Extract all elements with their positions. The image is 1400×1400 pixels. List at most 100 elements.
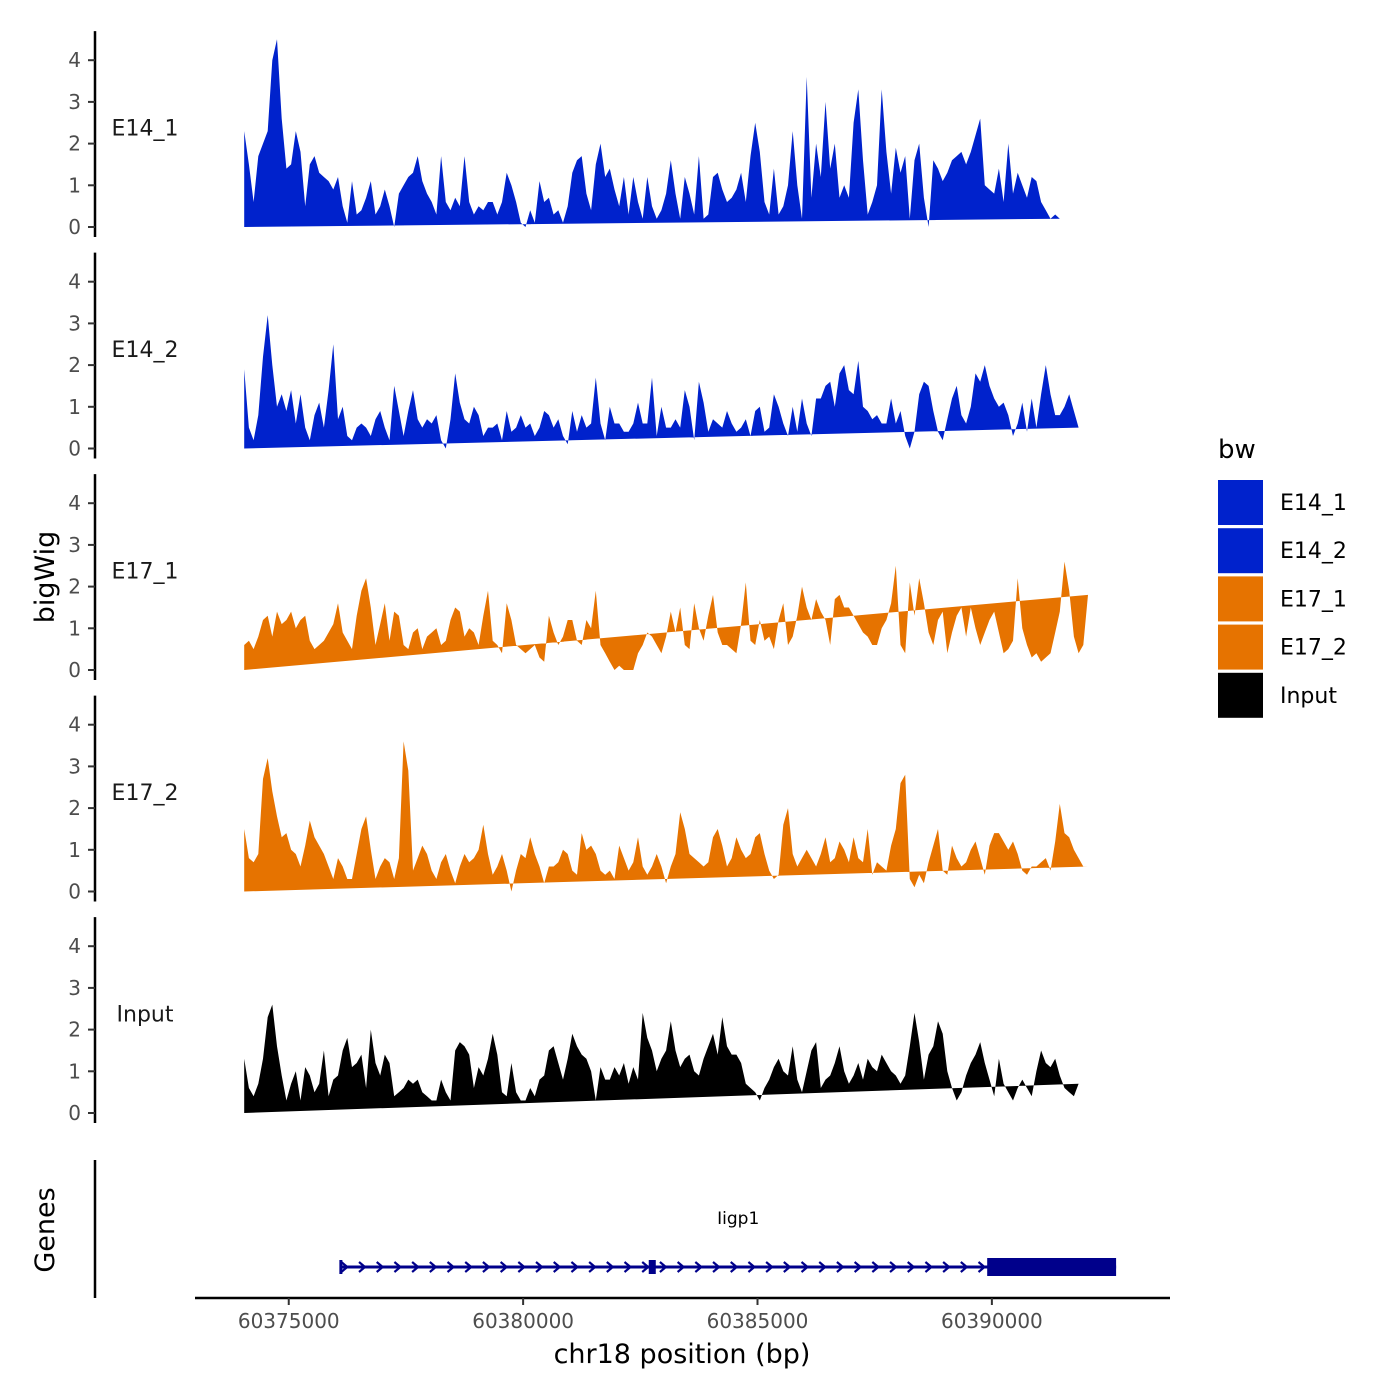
legend-swatch (1218, 528, 1263, 574)
strand-arrow (535, 1261, 544, 1273)
x-tick-label: 60385000 (707, 1309, 809, 1333)
legend-label: Input (1280, 684, 1337, 709)
strand-arrow (464, 1261, 473, 1273)
y-tick-label: 0 (68, 880, 81, 904)
strand-arrow (977, 1261, 987, 1273)
strand-arrow (924, 1261, 934, 1273)
track-label: Input (117, 1002, 174, 1027)
strand-arrow (836, 1261, 845, 1273)
strand-arrow (429, 1261, 438, 1273)
strand-arrow (871, 1261, 881, 1273)
legend-swatch (1218, 624, 1263, 670)
strand-arrow (588, 1261, 597, 1273)
strand-arrow (446, 1261, 456, 1273)
y-tick-label: 4 (68, 713, 81, 737)
strand-arrow (942, 1261, 951, 1273)
track-label: E14_1 (112, 116, 179, 141)
y-tick-label: 1 (68, 173, 81, 197)
track-E14_1: 0 1 2 3 4 E14_1 (68, 31, 1060, 239)
y-tick-label: 0 (68, 437, 81, 461)
track-area-E14_2 (244, 315, 1079, 449)
legend-item-E14_2: E14_2 (1218, 528, 1347, 574)
x-tick-label: 60390000 (941, 1309, 1043, 1333)
y-tick-label: 2 (68, 132, 81, 156)
genes-axis-title: Genes (30, 1187, 61, 1272)
y-tick-label: 3 (68, 90, 81, 114)
strand-arrow (659, 1261, 668, 1273)
bigwig-tracks: 0 1 2 3 4 E14_1 0 1 2 3 4 E14_2 0 1 2 3 4 E17_1 0 1 2 3 4 E17_2… (68, 31, 1088, 1125)
legend-label: E14_1 (1280, 491, 1347, 516)
track-label: E14_2 (112, 338, 179, 363)
genes-panel: Iigp1 (93, 1160, 1117, 1298)
x-tick-label: 60380000 (472, 1309, 574, 1333)
strand-arrow (482, 1261, 491, 1273)
y-tick-label: 0 (68, 658, 81, 682)
y-tick-label: 2 (68, 353, 81, 377)
y-tick-label: 3 (68, 533, 81, 557)
legend-title: bw (1218, 435, 1256, 465)
track-area-E17_2 (244, 741, 1088, 892)
legend-label: E17_1 (1280, 587, 1347, 612)
gene-Iigp1: Iigp1 (339, 1209, 1117, 1276)
strand-arrow (553, 1261, 562, 1273)
strand-arrow (747, 1261, 757, 1273)
track-E14_2: 0 1 2 3 4 E14_2 (68, 252, 1079, 461)
strand-arrow (712, 1261, 721, 1273)
strand-arrow (694, 1261, 704, 1273)
strand-arrow (340, 1261, 350, 1273)
y-tick-label: 3 (68, 754, 81, 778)
track-area-E14_1 (244, 39, 1060, 227)
gene-label: Iigp1 (717, 1209, 759, 1229)
strand-arrow (606, 1261, 615, 1273)
y-tick-label: 0 (68, 1101, 81, 1125)
legend-label: E14_2 (1280, 539, 1347, 564)
y-tick-label: 4 (68, 934, 81, 958)
gene-exon (339, 1260, 343, 1274)
strand-arrow (907, 1261, 916, 1273)
y-tick-label: 4 (68, 48, 81, 72)
gene-exon (648, 1260, 656, 1274)
track-E17_1: 0 1 2 3 4 E17_1 (68, 474, 1088, 682)
legend: bw E14_1 E14_2 E17_1 E17_2 Input (1218, 435, 1347, 718)
y-tick-label: 4 (68, 270, 81, 294)
legend-item-E14_1: E14_1 (1218, 480, 1347, 525)
track-E17_2: 0 1 2 3 4 E17_2 (68, 695, 1088, 904)
strand-arrow (570, 1261, 580, 1273)
legend-swatch (1218, 480, 1263, 525)
track-area-Input (244, 1004, 1079, 1113)
strand-arrow (623, 1261, 633, 1273)
track-label: E17_1 (112, 559, 179, 584)
y-tick-label: 0 (68, 215, 81, 239)
legend-swatch (1218, 672, 1263, 718)
strand-arrow (411, 1261, 420, 1273)
y-tick-label: 3 (68, 976, 81, 1000)
track-area-E17_1 (244, 561, 1088, 670)
strand-arrow (358, 1261, 367, 1273)
y-tick-label: 1 (68, 838, 81, 862)
x-axis: 60375000 60380000 60385000 60390000 (195, 1296, 1170, 1333)
strand-arrow (783, 1261, 792, 1273)
strand-arrow (960, 1261, 969, 1273)
strand-arrow (730, 1261, 739, 1273)
strand-arrow (853, 1261, 863, 1273)
legend-label: E17_2 (1280, 636, 1347, 661)
strand-arrow (765, 1261, 774, 1273)
y-tick-label: 1 (68, 1059, 81, 1083)
track-label: E17_2 (112, 781, 179, 806)
y-axis-title: bigWig (30, 531, 61, 624)
legend-item-E17_2: E17_2 (1218, 624, 1347, 670)
strand-arrow (889, 1261, 898, 1273)
y-tick-label: 4 (68, 491, 81, 515)
strand-arrow (499, 1261, 509, 1273)
strand-arrow (800, 1261, 810, 1273)
legend-swatch (1218, 576, 1263, 622)
strand-arrow (376, 1261, 385, 1273)
legend-item-Input: Input (1218, 672, 1337, 718)
y-tick-label: 1 (68, 395, 81, 419)
strand-arrow (818, 1261, 827, 1273)
strand-arrow (676, 1261, 686, 1273)
gene-exon (987, 1258, 1117, 1276)
track-Input: 0 1 2 3 4 Input (68, 917, 1079, 1125)
y-tick-label: 2 (68, 1018, 81, 1042)
